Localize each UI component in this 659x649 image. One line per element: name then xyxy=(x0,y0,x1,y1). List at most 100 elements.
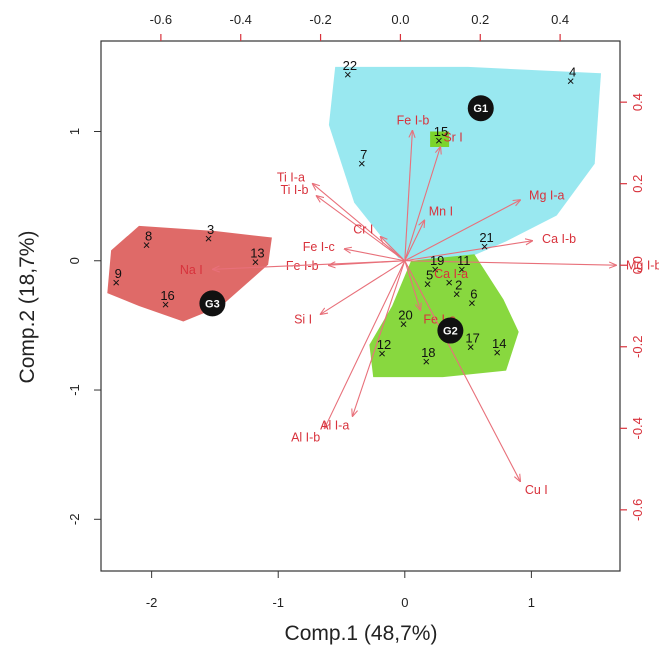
observation-marker: × xyxy=(423,354,431,369)
observation-label: 2 xyxy=(455,278,462,293)
y-axis-title: Comp.2 (18,7%) xyxy=(16,231,39,384)
observation-label: Ca I-a xyxy=(434,267,468,281)
observation-label: 21 xyxy=(479,230,493,245)
variable-label: Mg I-a xyxy=(529,188,564,202)
group-marker-g1 xyxy=(467,95,494,122)
group-markers: G1 G2 G3 xyxy=(199,95,494,344)
group-marker-g2 xyxy=(437,317,464,344)
variable-label: Fe I-b xyxy=(397,114,430,128)
observation-marker: × xyxy=(435,133,443,148)
right-tick-label: 0.4 xyxy=(630,93,645,111)
loading-arrow xyxy=(317,196,406,262)
loading-arrow xyxy=(313,184,406,262)
observation-label: 13 xyxy=(250,245,264,260)
plot-border xyxy=(100,40,621,572)
loading-arrow xyxy=(213,260,405,270)
observation-marker: × xyxy=(400,316,408,331)
loading-arrow xyxy=(404,241,532,262)
x-tick-label: 1 xyxy=(528,595,535,610)
observation-marker: × xyxy=(467,340,475,355)
observation-label: 17 xyxy=(465,331,479,346)
observation-label: 20 xyxy=(398,307,412,322)
observation-marker: × xyxy=(567,73,575,88)
observation-points: ×22×4×15×7×8 ×3×13×9×16×21×19×11×5×Ca I-a… xyxy=(112,58,576,369)
variable-label: Fe I-c xyxy=(303,240,335,254)
right-tick-label: 0.2 xyxy=(630,175,645,193)
right-tick-label: -0.6 xyxy=(630,499,645,521)
loading-arrow xyxy=(404,200,520,262)
observation-marker: × xyxy=(205,231,213,246)
loading-arrow xyxy=(404,220,425,261)
observation-label: 16 xyxy=(160,288,174,303)
loading-arrow xyxy=(321,260,406,314)
plot-frame xyxy=(100,40,621,572)
observation-label: 7 xyxy=(360,147,367,162)
observation-label: 19 xyxy=(430,253,444,268)
hull-g1 xyxy=(328,66,601,264)
observation-label: 4 xyxy=(569,64,576,79)
variable-label: Ca I-b xyxy=(542,232,576,246)
axes: -2 -1 0 1 -2 -1 0 1 -0.6 -0.4 -0.2 0.0 0.2 0.4 -0.6 -0.… xyxy=(67,12,645,610)
loading-arrow xyxy=(325,260,406,429)
variable-label: Ti I-b xyxy=(281,183,309,197)
loading-arrow xyxy=(353,260,406,416)
observation-label: 9 xyxy=(115,266,122,281)
variable-label: Mg I-b xyxy=(626,258,659,272)
observation-marker: × xyxy=(468,296,476,311)
loading-arrow xyxy=(345,249,405,262)
x-tick-label: -1 xyxy=(272,595,284,610)
observation-marker: × xyxy=(493,345,501,360)
highlight-square xyxy=(430,131,450,147)
variable-label: Mn I xyxy=(429,204,453,218)
right-tick-label: 0.0 xyxy=(630,256,645,274)
variable-label: Si I xyxy=(294,313,312,327)
observation-marker: × xyxy=(481,239,489,254)
observation-label: 6 xyxy=(470,287,477,302)
observation-label: 22 xyxy=(343,58,357,73)
group-hulls xyxy=(107,66,601,378)
y-tick-label: -2 xyxy=(67,514,82,526)
hull-g3 xyxy=(107,225,272,322)
observation-marker: × xyxy=(445,275,453,290)
observation-marker: × xyxy=(431,262,439,277)
observation-label: 12 xyxy=(377,337,391,352)
loading-arrow xyxy=(404,131,413,261)
x-tick-label: -2 xyxy=(146,595,158,610)
variable-label: Al I-b xyxy=(291,430,320,444)
group-label: G1 xyxy=(473,103,488,115)
top-tick-label: 0.2 xyxy=(471,12,489,27)
observation-marker: × xyxy=(358,156,366,171)
loading-arrow xyxy=(404,260,520,482)
observation-label: 8 xyxy=(145,229,152,244)
observation-marker: × xyxy=(162,297,170,312)
observation-label: 15 xyxy=(434,124,448,139)
top-tick-label: -0.4 xyxy=(230,12,252,27)
hull-g2 xyxy=(369,254,519,378)
top-tick-label: 0.4 xyxy=(551,12,569,27)
observation-marker: × xyxy=(458,262,466,277)
observation-label: 5 xyxy=(426,267,433,282)
right-tick-label: -0.4 xyxy=(630,417,645,439)
variable-label: Ti I-a xyxy=(277,170,305,184)
observation-marker: × xyxy=(344,67,352,82)
observation-marker: × xyxy=(424,276,432,291)
top-tick-label: -0.6 xyxy=(150,12,172,27)
variable-label: Na I xyxy=(180,263,203,277)
variable-label: Sr I xyxy=(443,130,462,144)
variable-label: Al I-a xyxy=(320,419,349,433)
observation-marker: × xyxy=(453,287,461,302)
observation-marker: × xyxy=(112,275,120,290)
observation-marker: × xyxy=(252,254,260,269)
loading-arrow xyxy=(404,260,616,265)
observation-marker: × xyxy=(378,346,386,361)
loading-arrow xyxy=(404,260,421,310)
top-tick-label: -0.2 xyxy=(309,12,331,27)
group-label: G2 xyxy=(443,326,458,338)
variable-label: Cr I xyxy=(353,223,373,237)
observation-label: 3 xyxy=(207,222,214,237)
right-tick-label: -0.2 xyxy=(630,336,645,358)
group-label: G3 xyxy=(205,298,220,310)
top-tick-label: 0.0 xyxy=(391,12,409,27)
loading-arrow xyxy=(404,147,441,261)
